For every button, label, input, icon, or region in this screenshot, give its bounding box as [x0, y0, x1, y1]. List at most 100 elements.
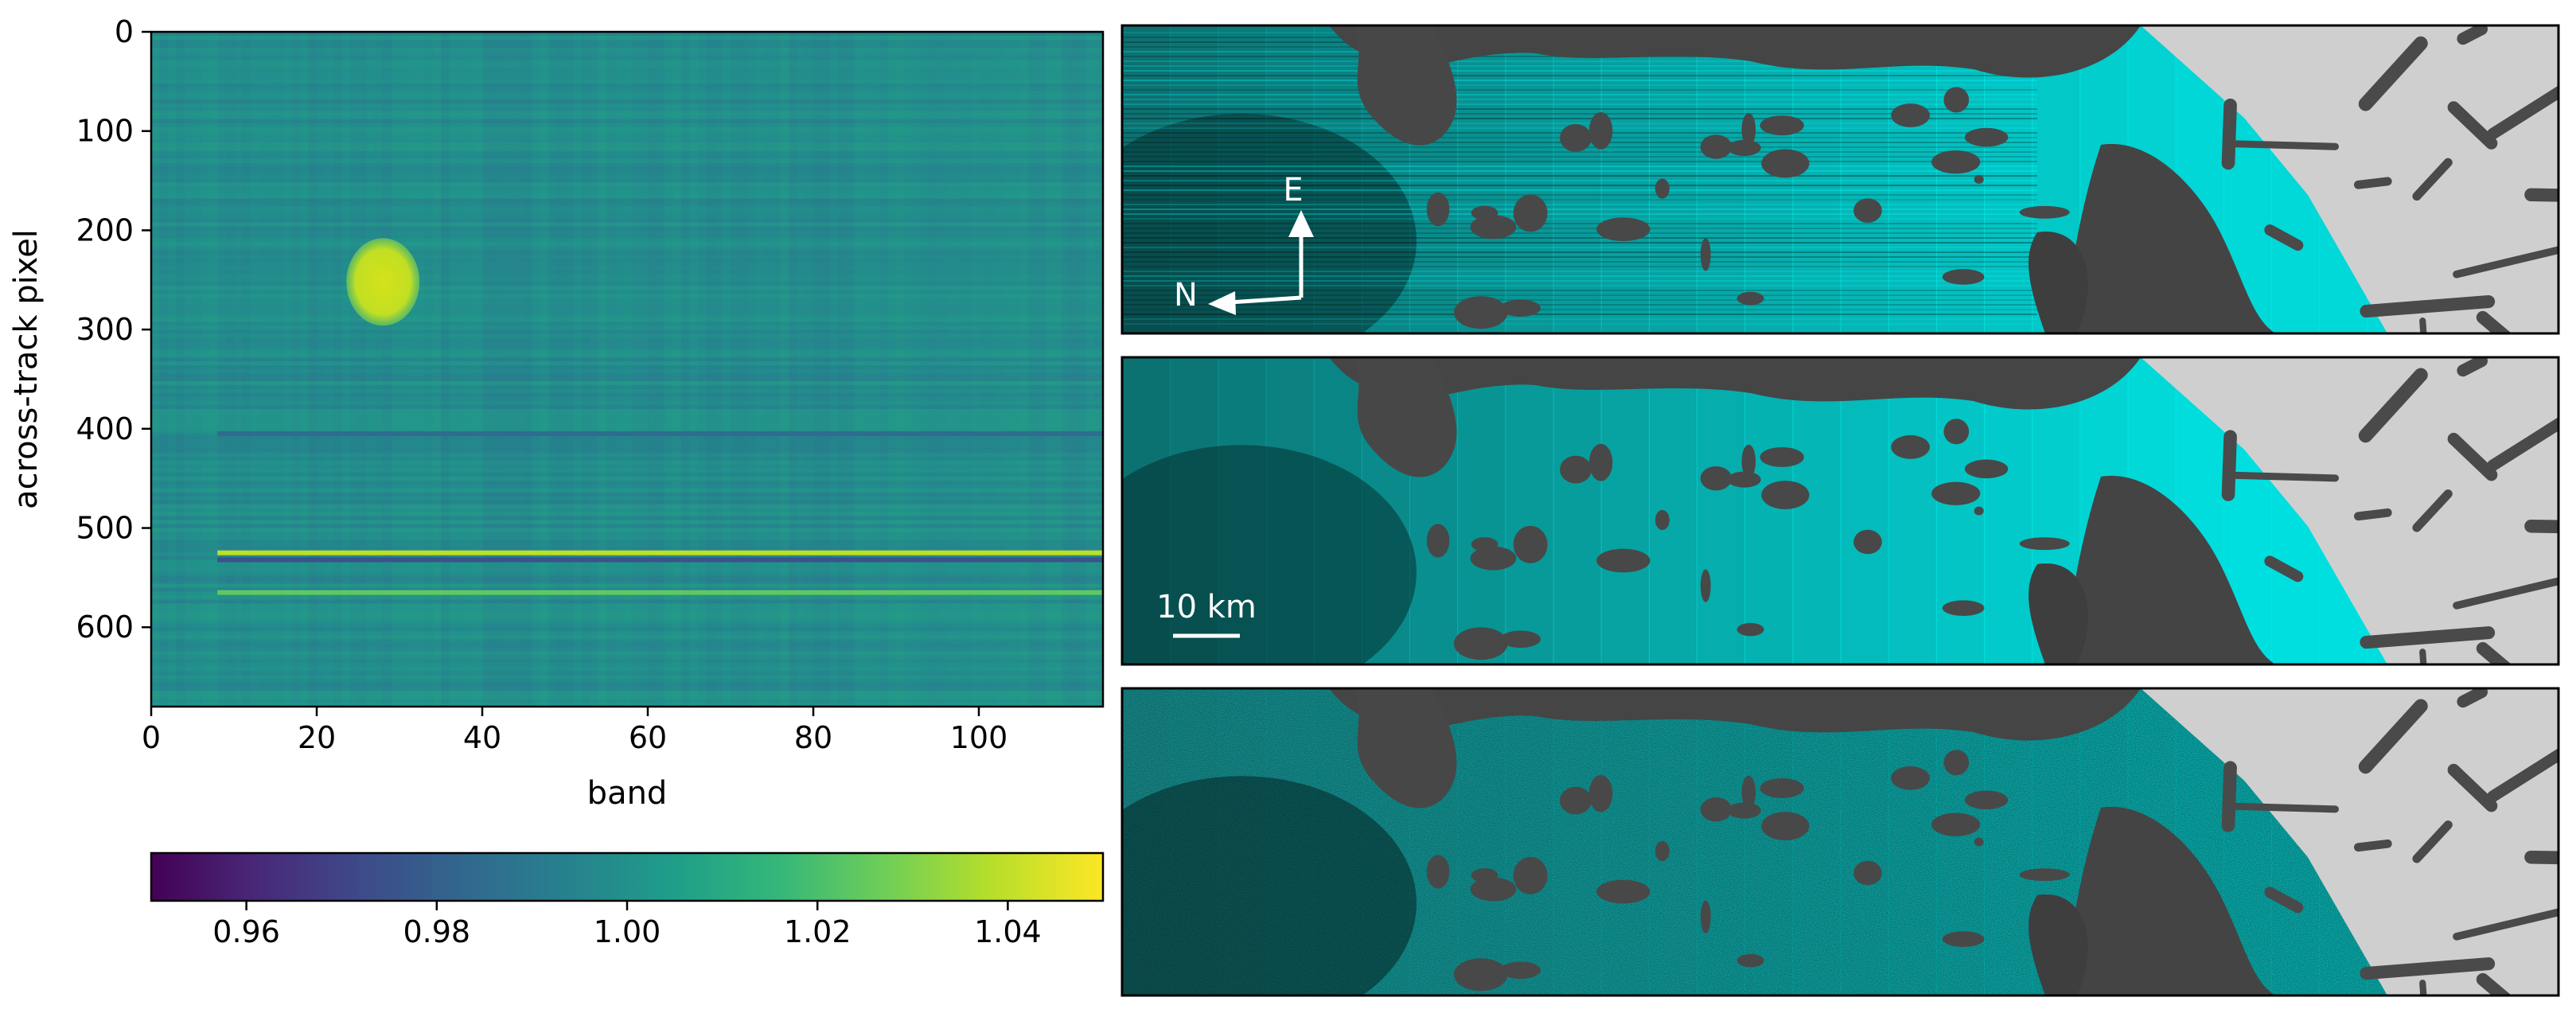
y-tick-label: 300 [76, 312, 134, 347]
stripe [1122, 323, 2037, 325]
island [1471, 537, 1498, 551]
heatmap-column [259, 32, 268, 707]
heatmap-row [151, 536, 1103, 540]
valley-ridge [2264, 555, 2304, 582]
island [1741, 444, 1756, 478]
island [1853, 860, 1882, 886]
island [1943, 750, 1970, 776]
heatmap-row [151, 639, 1103, 644]
heatmap-row [151, 302, 1103, 306]
heatmap-row [151, 500, 1103, 505]
island [1736, 953, 1764, 968]
heatmap-column [755, 32, 765, 707]
valley-ridge [2264, 224, 2304, 251]
island [1470, 546, 1517, 571]
island [1853, 198, 1882, 223]
heatmap-row [151, 563, 1103, 568]
dark-water [1122, 445, 1417, 664]
valley-ridge [2453, 908, 2558, 941]
valley-ridge [2360, 957, 2496, 980]
heatmap-row [151, 412, 1103, 418]
north-coast [1329, 357, 2141, 410]
stripe [1122, 290, 2037, 291]
heatmap-row [151, 186, 1103, 192]
island [1964, 127, 2009, 147]
heatmap-row [151, 540, 1103, 544]
heatmap-columns [151, 32, 1103, 707]
heatmap-row [151, 396, 1103, 402]
heatmap-row [151, 603, 1103, 608]
island [1654, 840, 1670, 862]
island [1974, 506, 1984, 516]
island [1471, 868, 1498, 882]
island [1964, 790, 2009, 810]
heatmap-row [151, 695, 1103, 699]
water-band [1457, 357, 1506, 664]
heatmap-row [151, 218, 1103, 223]
heatmap-column [333, 32, 342, 707]
heatmap-column [151, 32, 160, 707]
stripe [1122, 314, 2037, 315]
stripe [1122, 247, 2037, 248]
heatmap-column [291, 32, 301, 707]
heatmap-column [466, 32, 475, 707]
coast-land [2061, 143, 2276, 333]
valley-ridge [2228, 140, 2340, 150]
y-axis-label: across-track pixel [8, 229, 45, 509]
heatmap-row [151, 158, 1103, 164]
island [1470, 877, 1517, 902]
heatmap-row [151, 663, 1103, 668]
valley-ridge [2358, 36, 2428, 111]
heatmap-column [308, 32, 318, 707]
heatmap-row [151, 230, 1103, 235]
heatmap-column [746, 32, 756, 707]
heatmap-column [838, 32, 848, 707]
heatmap-column [1004, 32, 1013, 707]
heatmap-column [193, 32, 201, 707]
stripe [1122, 89, 2037, 91]
heatmap-feature-row [217, 590, 1103, 595]
heatmap-row [151, 691, 1103, 695]
heatmap-row [151, 428, 1103, 434]
heatmap-row [151, 150, 1103, 156]
water-band [1553, 357, 1602, 664]
island [1931, 150, 1981, 174]
valley-ridge [2221, 430, 2237, 501]
heatmap-row [151, 472, 1103, 477]
island [1942, 269, 1985, 285]
heatmap-row [151, 63, 1103, 68]
heatmap-column [532, 32, 541, 707]
heatmap-row [151, 420, 1103, 426]
heatmap-panel: 0 20 40 60 80 100 0 100 200 300 400 500 600 band ac… [8, 14, 1105, 812]
heatmap-row [151, 87, 1103, 92]
heatmap-column [879, 32, 889, 707]
valley-ridge [2487, 85, 2558, 140]
heatmap-row [151, 51, 1103, 56]
heatmap-column [1036, 32, 1046, 707]
stripe [1122, 208, 2037, 210]
heatmap-row [151, 210, 1103, 215]
heatmap-row [151, 679, 1103, 684]
heatmap-row [151, 532, 1103, 537]
stripe [1122, 103, 2037, 105]
stripe [1122, 189, 2037, 191]
valley-ridge [2221, 761, 2237, 832]
image-frame [1120, 24, 2560, 335]
island [1943, 419, 1970, 445]
island [1760, 115, 1804, 136]
heatmap-column [871, 32, 880, 707]
island [1654, 178, 1670, 199]
heatmap-column [813, 32, 822, 707]
heatmap-row [151, 619, 1103, 624]
heatmap-row [151, 643, 1103, 648]
heatmap-row [151, 222, 1103, 227]
heatmap-row [151, 321, 1103, 326]
heatmap-column [242, 32, 251, 707]
stripe [1122, 266, 2037, 267]
heatmap-row [151, 194, 1103, 200]
island [2019, 205, 2070, 219]
island [1588, 443, 1613, 481]
heatmap-column [441, 32, 450, 707]
heatmap-column [490, 32, 500, 707]
